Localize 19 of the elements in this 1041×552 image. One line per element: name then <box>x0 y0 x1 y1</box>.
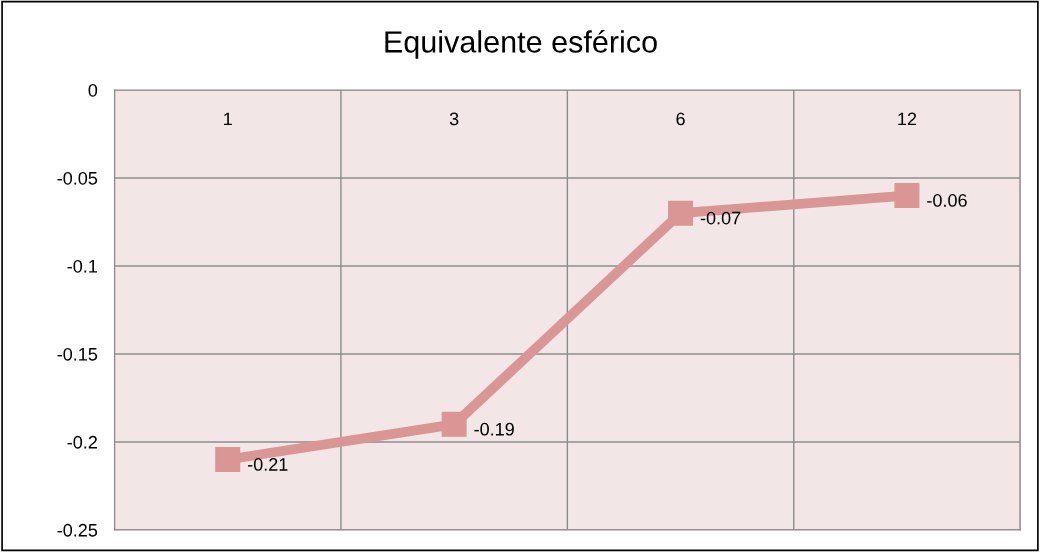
chart-title: Equivalente esférico <box>385 29 657 59</box>
point <box>668 200 694 226</box>
data-label: -0.07 <box>700 211 741 225</box>
point <box>441 411 467 437</box>
y-tick-label: 0 <box>88 83 98 97</box>
point <box>894 183 920 209</box>
x-tick-label: 6 <box>676 112 685 126</box>
y-tick-label: -0.1 <box>67 259 97 273</box>
y-tick-label: -0.25 <box>57 523 98 537</box>
point <box>215 447 241 473</box>
data-label: -0.19 <box>474 422 514 436</box>
data-label: -0.06 <box>927 194 967 207</box>
y-tick-label: -0.2 <box>67 435 97 449</box>
data-label: -0.21 <box>247 458 288 471</box>
x-tick-label: 1 <box>224 112 232 126</box>
y-tick-label: -0.05 <box>57 171 98 185</box>
y-tick-label: -0.15 <box>57 347 98 361</box>
x-tick-label: 12 <box>898 112 917 126</box>
x-tick-label: 3 <box>449 112 459 126</box>
